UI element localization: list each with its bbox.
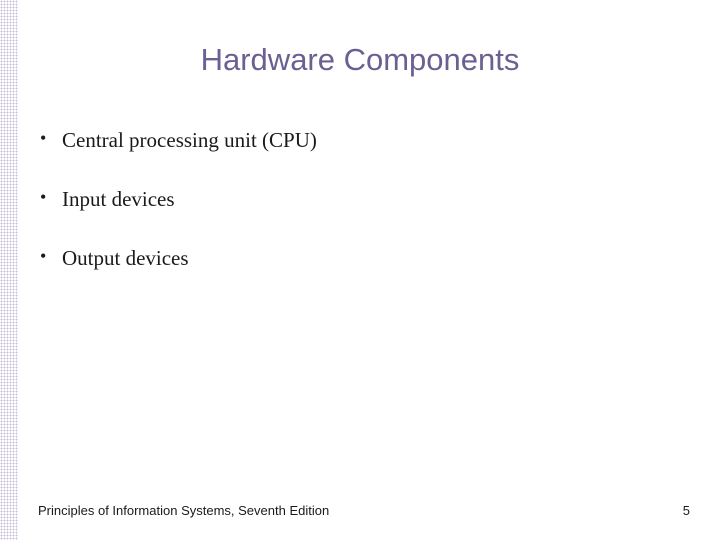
decorative-left-border: [0, 0, 18, 540]
bullet-item: Input devices: [38, 187, 317, 212]
footer-text: Principles of Information Systems, Seven…: [38, 503, 329, 518]
slide-title: Hardware Components: [0, 42, 720, 78]
bullet-list: Central processing unit (CPU) Input devi…: [38, 128, 317, 305]
page-number: 5: [683, 503, 690, 518]
bullet-item: Output devices: [38, 246, 317, 271]
bullet-item: Central processing unit (CPU): [38, 128, 317, 153]
